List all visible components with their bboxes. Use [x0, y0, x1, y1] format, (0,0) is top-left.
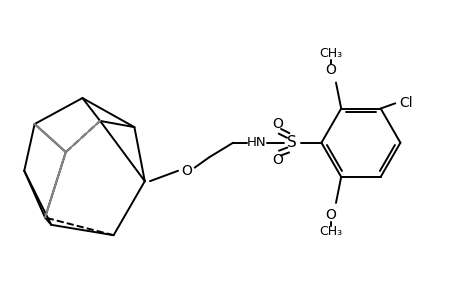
Text: O: O [272, 117, 283, 131]
Text: Cl: Cl [398, 96, 412, 110]
Text: HN: HN [246, 136, 266, 149]
Text: O: O [272, 153, 283, 167]
Text: CH₃: CH₃ [319, 47, 341, 60]
Text: O: O [325, 208, 336, 222]
Text: O: O [325, 63, 336, 77]
Text: O: O [180, 164, 191, 178]
Text: S: S [287, 135, 297, 150]
Text: CH₃: CH₃ [319, 226, 341, 238]
